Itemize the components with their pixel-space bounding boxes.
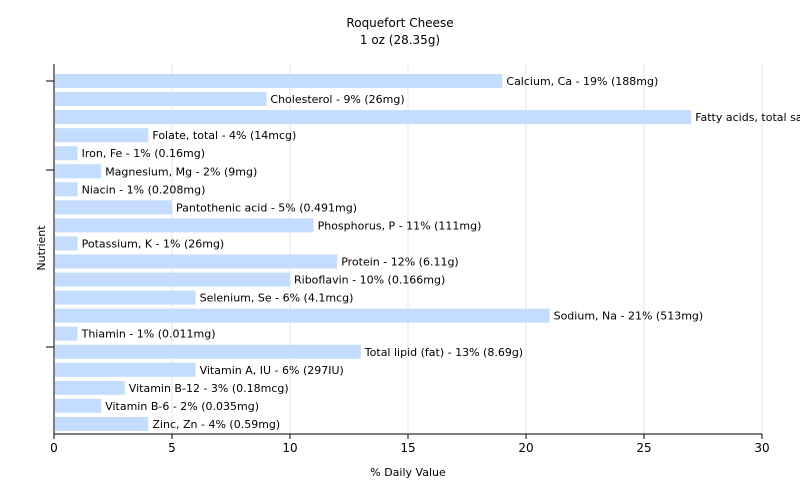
bar-label: Vitamin A, IU - 6% (297IU) — [200, 364, 344, 377]
bar-label: Total lipid (fat) - 13% (8.69g) — [364, 346, 523, 359]
x-tick-label: 10 — [282, 441, 297, 455]
bar — [55, 146, 78, 161]
x-tick-label: 30 — [754, 441, 769, 455]
bar-label: Calcium, Ca - 19% (188mg) — [506, 75, 658, 88]
x-tick-label: 5 — [168, 441, 176, 455]
bar-label: Cholesterol - 9% (26mg) — [270, 93, 404, 106]
bar — [55, 308, 550, 323]
bar-label: Phosphorus, P - 11% (111mg) — [318, 219, 482, 232]
bar — [55, 380, 125, 395]
bar — [55, 74, 503, 88]
x-tick-label: 25 — [636, 441, 651, 455]
y-axis-label: Nutrient — [35, 225, 48, 271]
x-tick-label: 15 — [400, 441, 415, 455]
bar-label: Riboflavin - 10% (0.166mg) — [294, 274, 445, 287]
x-tick-labels: 0 5 10 15 20 25 30 — [50, 434, 770, 455]
bar — [55, 236, 78, 251]
bar — [55, 182, 78, 197]
bar-label: Vitamin B-6 - 2% (0.035mg) — [105, 400, 259, 413]
bar — [55, 254, 338, 269]
bar — [55, 416, 149, 431]
bar — [55, 398, 102, 413]
bar — [55, 362, 196, 377]
bar-label: Pantothenic acid - 5% (0.491mg) — [176, 201, 357, 214]
bar — [55, 92, 267, 107]
bar-label: Niacin - 1% (0.208mg) — [82, 183, 206, 196]
bar-label: Sodium, Na - 21% (513mg) — [554, 310, 704, 323]
bars: Calcium, Ca - 19% (188mg) Cholesterol - 9… — [55, 74, 800, 431]
bar-label: Zinc, Zn - 4% (0.59mg) — [152, 418, 280, 431]
bar — [55, 326, 78, 341]
bar-label: Vitamin B-12 - 3% (0.18mcg) — [129, 382, 289, 395]
x-axis-label: % Daily Value — [370, 466, 446, 479]
x-tick-label: 20 — [518, 441, 533, 455]
bar — [55, 200, 172, 215]
chart-subtitle: 1 oz (28.35g) — [360, 33, 440, 47]
bar — [55, 290, 196, 305]
bar-label: Thiamin - 1% (0.011mg) — [81, 328, 216, 341]
bar-label: Magnesium, Mg - 2% (9mg) — [105, 165, 257, 178]
bar-label: Iron, Fe - 1% (0.16mg) — [82, 147, 205, 160]
bar-label: Potassium, K - 1% (26mg) — [82, 237, 225, 250]
bar — [55, 128, 149, 143]
bar — [55, 164, 102, 179]
bar-label: Protein - 12% (6.11g) — [341, 256, 459, 269]
bar — [55, 344, 361, 359]
chart-title: Roquefort Cheese — [346, 16, 453, 30]
x-tick-label: 0 — [50, 441, 58, 455]
bar — [55, 110, 692, 125]
bar-label: Fatty acids, total saturated - 27% (5.46… — [695, 111, 800, 124]
bar-label: Folate, total - 4% (14mcg) — [152, 129, 296, 142]
bar — [55, 272, 290, 287]
bar — [55, 218, 314, 233]
bar-label: Selenium, Se - 6% (4.1mcg) — [200, 292, 354, 305]
